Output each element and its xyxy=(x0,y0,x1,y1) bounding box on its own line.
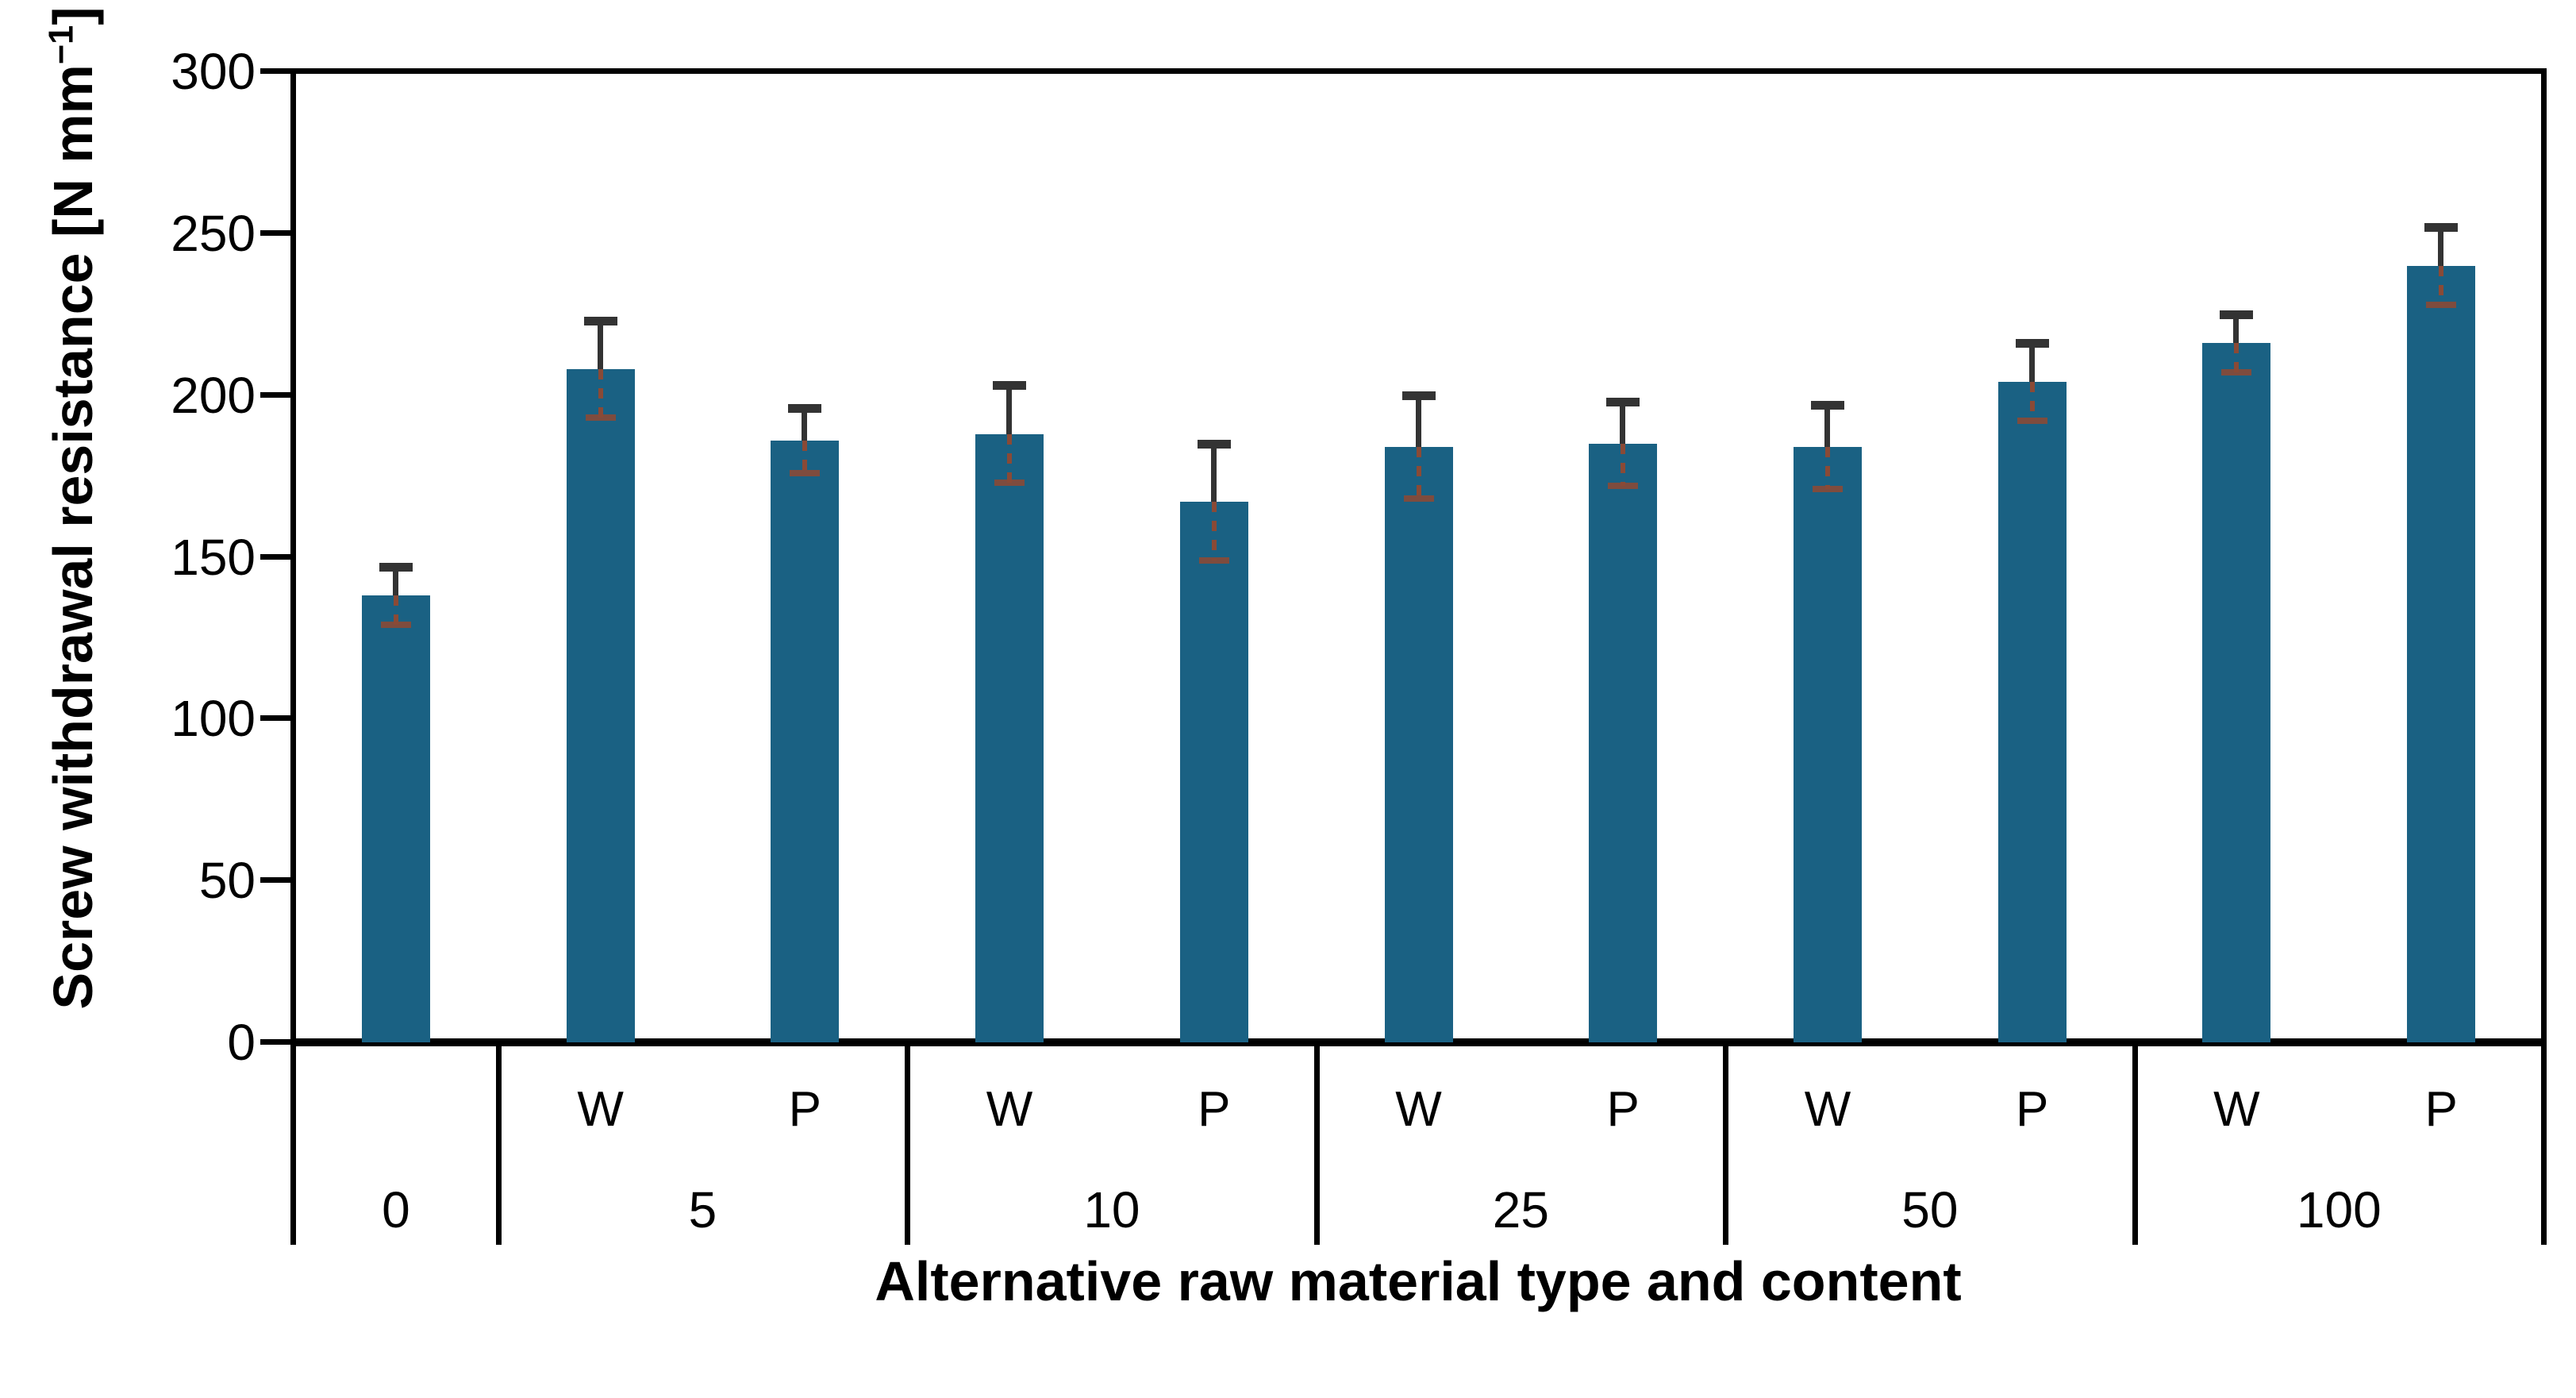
error-whisker-lower-0 xyxy=(393,595,398,626)
x-axis-baseline xyxy=(290,1038,2547,1046)
error-whisker-upper-5-W xyxy=(597,320,603,370)
error-whisker-lower-25-W xyxy=(1416,446,1421,499)
error-cap-top-10-P xyxy=(1197,439,1231,449)
error-whisker-upper-10-W xyxy=(1006,385,1013,434)
error-whisker-lower-5-W xyxy=(598,369,603,418)
error-whisker-upper-50-W xyxy=(1824,404,1830,447)
subcategory-label-5-W: W xyxy=(577,1082,624,1137)
category-label-100: 100 xyxy=(2296,1181,2382,1238)
subcategory-label-10-P: P xyxy=(1198,1082,1231,1137)
y-axis-tick xyxy=(260,229,294,236)
error-whisker-upper-100-W xyxy=(2233,314,2240,344)
error-whisker-lower-50-P xyxy=(2029,382,2035,422)
subcategory-label-25-P: P xyxy=(1606,1082,1640,1137)
error-whisker-lower-100-P xyxy=(2439,265,2444,305)
y-tick-label: 100 xyxy=(171,690,256,748)
error-cap-top-100-P xyxy=(2424,222,2459,232)
subcategory-label-10-W: W xyxy=(986,1082,1033,1137)
y-axis-tick xyxy=(260,68,294,74)
error-cap-top-10-W xyxy=(993,381,1027,391)
category-label-5: 5 xyxy=(688,1181,717,1238)
bar-100-W xyxy=(2202,343,2271,1042)
error-whisker-upper-25-P xyxy=(1620,401,1626,444)
y-axis-tick xyxy=(260,877,294,884)
subcategory-label-100-W: W xyxy=(2213,1082,2260,1137)
subcategory-label-50-P: P xyxy=(2015,1082,2049,1137)
error-cap-bottom-10-W xyxy=(994,479,1025,486)
bar-25-W xyxy=(1384,446,1453,1042)
error-cap-top-5-W xyxy=(583,316,617,325)
error-cap-bottom-5-P xyxy=(790,469,821,476)
y-tick-label: 250 xyxy=(171,204,256,262)
error-cap-bottom-5-W xyxy=(585,414,616,422)
error-whisker-upper-0 xyxy=(392,566,398,596)
category-separator xyxy=(905,1042,911,1245)
subcategory-label-5-P: P xyxy=(788,1082,821,1137)
bar-5-W xyxy=(566,369,635,1042)
category-separator xyxy=(2132,1042,2138,1245)
error-whisker-lower-100-W xyxy=(2234,343,2240,373)
category-separator xyxy=(1313,1042,1320,1245)
y-tick-label: 300 xyxy=(171,43,256,100)
error-whisker-lower-10-W xyxy=(1007,433,1013,483)
error-cap-top-50-P xyxy=(2015,339,2049,349)
subcategory-label-50-W: W xyxy=(1804,1082,1851,1137)
error-cap-bottom-100-P xyxy=(2426,301,2457,308)
error-cap-bottom-10-P xyxy=(1198,557,1229,564)
error-cap-top-50-W xyxy=(1810,400,1844,410)
subcategory-label-25-W: W xyxy=(1395,1082,1442,1137)
category-label-50: 50 xyxy=(1901,1181,1959,1238)
category-label-0: 0 xyxy=(382,1181,410,1238)
error-cap-bottom-25-P xyxy=(1608,482,1639,489)
plot-right-border xyxy=(2541,68,2547,1245)
error-whisker-lower-10-P xyxy=(1211,502,1217,560)
x-axis-title: Alternative raw material type and conten… xyxy=(875,1250,1962,1312)
error-cap-bottom-25-W xyxy=(1403,495,1434,503)
error-cap-top-100-W xyxy=(2220,310,2254,319)
error-cap-top-25-P xyxy=(1606,397,1640,406)
y-axis-line xyxy=(290,68,296,1245)
category-separator xyxy=(1723,1042,1729,1245)
bar-100-P xyxy=(2407,265,2476,1042)
error-cap-bottom-50-P xyxy=(2017,418,2047,425)
plot-top-border xyxy=(290,68,2547,74)
y-axis-title-bracket: ] xyxy=(42,6,104,25)
bar-5-P xyxy=(771,440,840,1042)
error-cap-bottom-100-W xyxy=(2221,369,2252,376)
category-label-10: 10 xyxy=(1083,1181,1140,1238)
error-cap-top-25-W xyxy=(1401,391,1436,400)
error-cap-top-0 xyxy=(379,562,413,572)
y-tick-label: 150 xyxy=(171,528,256,586)
error-cap-top-5-P xyxy=(788,403,822,413)
error-cap-bottom-0 xyxy=(380,622,411,629)
category-separator xyxy=(495,1042,502,1245)
error-whisker-upper-100-P xyxy=(2438,226,2444,266)
error-whisker-upper-25-W xyxy=(1415,395,1421,447)
bar-50-P xyxy=(1997,382,2067,1042)
bar-10-P xyxy=(1179,502,1248,1042)
bar-0 xyxy=(361,595,430,1042)
subcategory-label-100-P: P xyxy=(2424,1082,2458,1137)
bar-50-W xyxy=(1793,446,1862,1042)
y-tick-label: 50 xyxy=(198,852,256,910)
bar-10-W xyxy=(975,433,1044,1042)
error-whisker-upper-10-P xyxy=(1210,443,1217,503)
error-whisker-lower-5-P xyxy=(802,440,808,473)
error-whisker-lower-25-P xyxy=(1621,443,1626,486)
y-axis-tick xyxy=(260,715,294,722)
y-axis-tick xyxy=(260,553,294,560)
error-cap-bottom-50-W xyxy=(1812,485,1843,492)
y-tick-label: 0 xyxy=(227,1014,256,1071)
category-label-25: 25 xyxy=(1492,1181,1549,1238)
y-axis-tick xyxy=(260,391,294,398)
y-axis-tick xyxy=(260,1039,294,1045)
bar-25-P xyxy=(1589,443,1658,1042)
y-tick-label: 200 xyxy=(171,366,256,424)
error-whisker-upper-5-P xyxy=(802,407,808,441)
error-whisker-upper-50-P xyxy=(2028,343,2035,383)
error-whisker-lower-50-W xyxy=(1824,446,1830,489)
